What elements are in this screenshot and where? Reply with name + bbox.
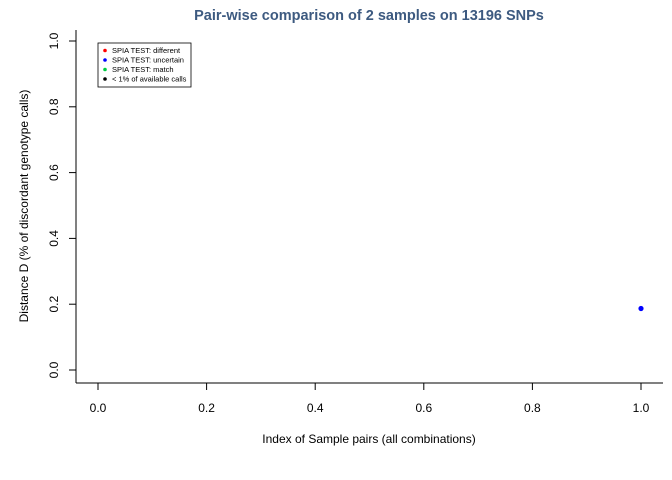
plot-axes: 0.0 0.2 0.4 0.6 0.8 1.0 0.0 0.2 0.4 0.6 0.8 1.0 [47,30,663,415]
legend-label: SPIA TEST: different [112,46,181,55]
x-tick-label: 0.0 [90,401,107,415]
x-tick-label: 0.6 [415,401,432,415]
x-tick-label: 0.4 [307,401,324,415]
chart-title: Pair-wise comparison of 2 samples on 131… [194,8,544,24]
y-tick-label: 0.6 [47,164,61,181]
legend-marker [103,48,107,53]
x-tick-label: 0.2 [198,401,215,415]
y-tick-label: 1.0 [47,32,61,49]
y-axis-label: Distance D (% of discordant genotype cal… [17,90,31,323]
y-tick-label: 0.0 [47,361,61,378]
x-tick-label: 0.8 [524,401,541,415]
data-point [638,305,644,312]
y-tick-label: 0.4 [47,230,61,247]
legend-label: SPIA TEST: uncertain [112,56,184,65]
legend-marker [103,77,107,81]
legend-marker [103,67,107,72]
y-tick-label: 0.8 [47,98,61,115]
data-points [638,305,644,312]
y-tick-label: 0.2 [47,296,61,313]
x-axis-label: Index of Sample pairs (all combinations) [262,432,475,446]
x-tick-label: 1.0 [633,401,650,415]
legend-label: < 1% of available calls [112,75,187,84]
legend-label: SPIA TEST: match [112,65,174,74]
legend-marker [103,58,107,62]
legend-box [97,42,192,88]
